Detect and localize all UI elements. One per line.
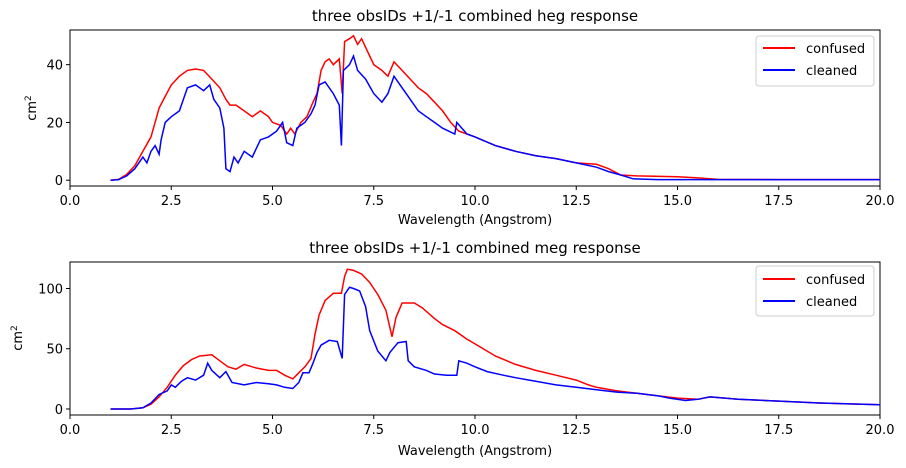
x-ticks: 0.0 2.5 5.0 7.5 10.0 12.5 15.0 17.5 20.0 [60,186,895,209]
x-tick-label: 10.0 [461,194,490,209]
y-ticks: 0 20 40 [46,59,70,189]
legend-label-cleaned: cleaned [806,64,857,79]
y-tick-label: 0 [55,174,63,189]
series-line-confused [110,268,881,410]
x-tick-label: 0.0 [60,194,81,209]
heg-chart: three obsIDs +1/-1 combined heg response… [24,7,894,228]
y-axis-label-unit: cm [25,101,40,121]
legend: confused cleaned [755,35,875,87]
x-tick-label: 20.0 [866,194,895,209]
y-tick-label: 0 [55,403,63,418]
meg-chart: three obsIDs +1/-1 combined meg response… [10,239,894,459]
y-axis-label: cm2 [10,325,26,351]
y-tick-label: 50 [46,343,63,358]
series-layer [110,268,881,410]
x-tick-label: 7.5 [363,423,384,438]
x-ticks: 0.0 2.5 5.0 7.5 10.0 12.5 15.0 17.5 20.0 [60,415,895,438]
x-tick-label: 2.5 [161,194,182,209]
y-axis-label-unit: cm [11,331,26,351]
y-tick-label: 100 [38,283,63,298]
series-line-cleaned [110,286,881,410]
x-axis-label: Wavelength (Angstrom) [398,213,552,228]
x-tick-label: 17.5 [764,194,793,209]
x-tick-label: 2.5 [161,423,182,438]
x-tick-label: 20.0 [866,423,895,438]
x-tick-label: 12.5 [562,194,591,209]
x-tick-label: 5.0 [262,194,283,209]
series-line-cleaned [110,53,880,181]
legend-label-confused: confused [806,273,865,288]
y-tick-label: 40 [46,59,63,74]
legend-label-confused: confused [806,42,865,57]
x-tick-label: 10.0 [461,423,490,438]
y-axis-label: cm2 [24,95,40,121]
legend: confused cleaned [755,265,875,317]
x-tick-label: 12.5 [562,423,591,438]
y-ticks: 0 50 100 [38,283,70,418]
x-tick-label: 0.0 [60,423,81,438]
x-tick-label: 15.0 [663,194,692,209]
x-tick-label: 5.0 [262,423,283,438]
y-axis-label-exponent: 2 [10,325,20,331]
legend-label-cleaned: cleaned [806,295,857,310]
chart-title: three obsIDs +1/-1 combined heg response [312,7,638,25]
series-layer [110,34,880,181]
x-tick-label: 7.5 [363,194,384,209]
x-axis-label: Wavelength (Angstrom) [398,444,552,459]
x-tick-label: 15.0 [663,423,692,438]
x-tick-label: 17.5 [764,423,793,438]
y-tick-label: 20 [46,116,63,131]
y-axis-label-exponent: 2 [24,95,34,101]
chart-title: three obsIDs +1/-1 combined meg response [309,239,640,257]
